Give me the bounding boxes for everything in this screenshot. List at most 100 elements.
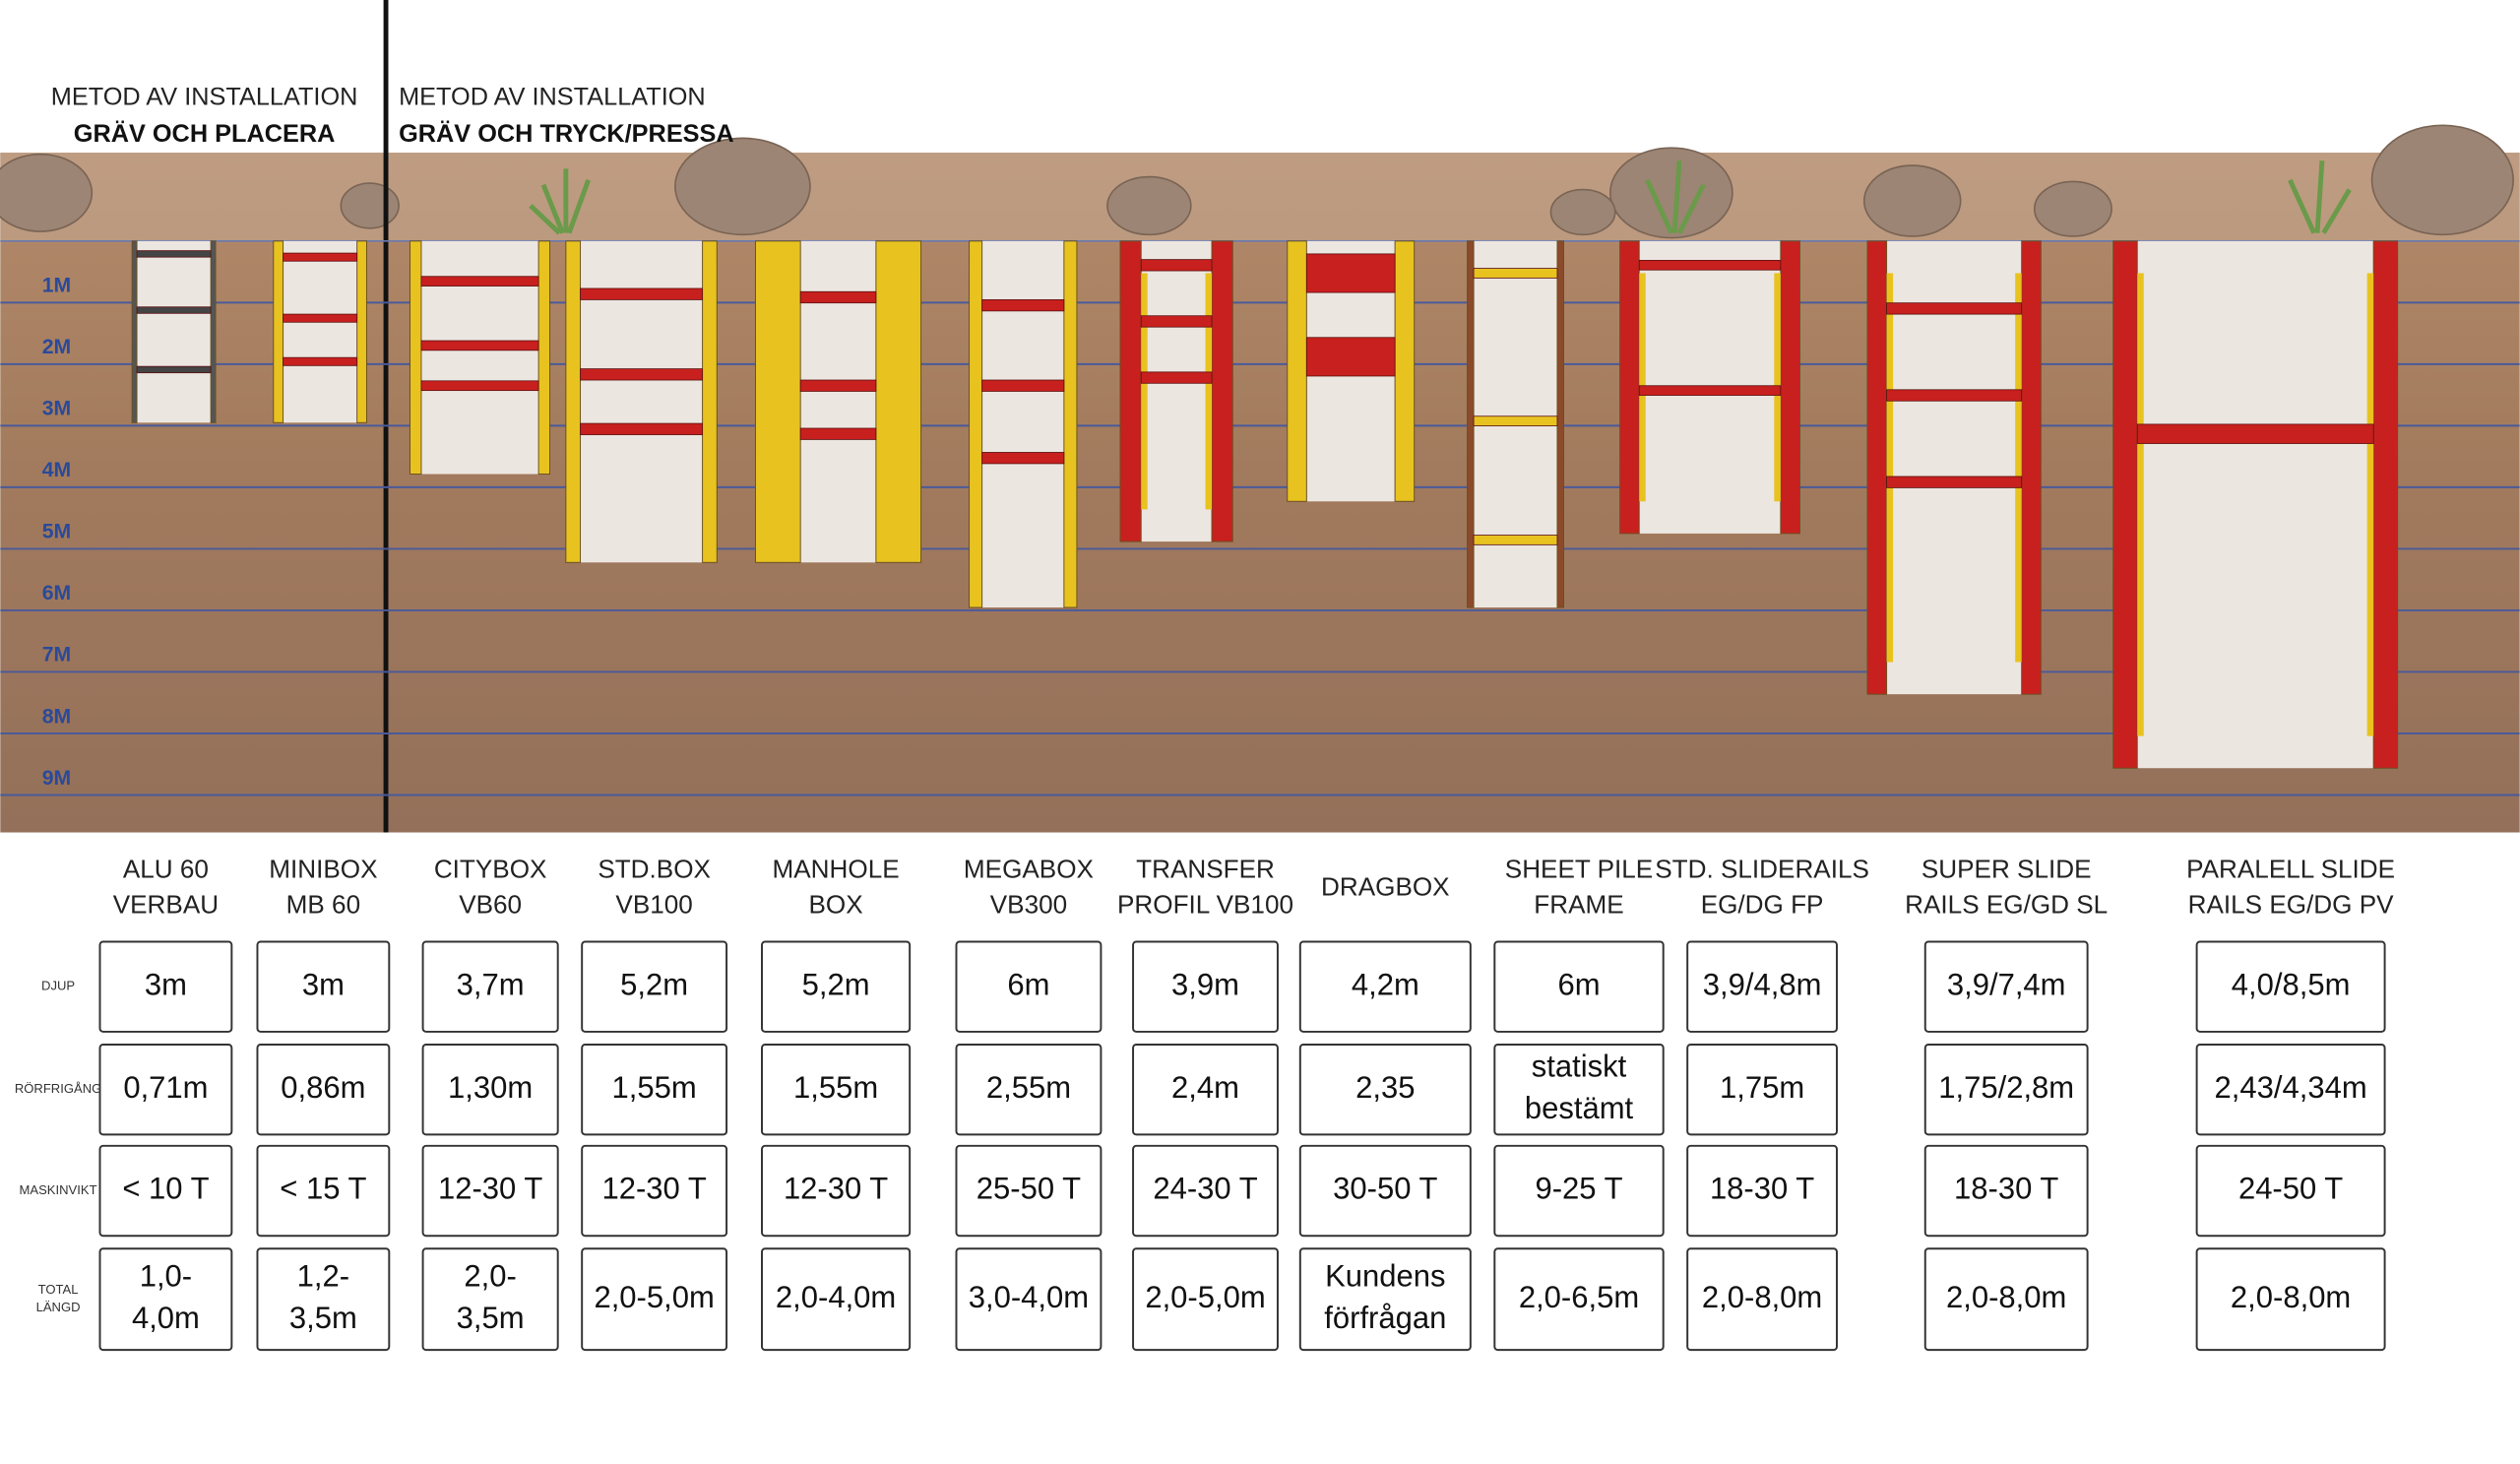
product-name: BOX: [809, 889, 863, 919]
spec-value: 1,75/2,8m: [1938, 1070, 2074, 1105]
frame-side: [210, 240, 217, 423]
spec-cell: [421, 1247, 559, 1352]
spec-cell: [1686, 1247, 1838, 1352]
frame-side: [754, 240, 801, 563]
strut: [136, 306, 212, 314]
spec-value: 12-30 T: [601, 1172, 706, 1206]
spec-cell: [2195, 1043, 2386, 1136]
spec-value: 2,55m: [986, 1070, 1071, 1105]
spec-value: 2,0-8,0m: [1946, 1280, 2066, 1314]
frame-side: [1063, 240, 1078, 608]
frame-side: [1287, 240, 1307, 502]
spec-value: 5,2m: [802, 967, 870, 1001]
strut: [420, 276, 539, 286]
product-name: DRAGBOX: [1321, 872, 1450, 902]
product-name: STD.BOX: [598, 855, 711, 884]
depth-label: 3M: [42, 398, 71, 420]
product-name: STD. SLIDERAILS: [1655, 855, 1869, 884]
spec-value: 24-50 T: [2238, 1172, 2343, 1206]
spec-value: < 10 T: [122, 1172, 209, 1206]
spec-value: 0,71m: [123, 1070, 208, 1105]
spec-cell: [98, 1247, 233, 1352]
product-name: PARALELL SLIDE: [2186, 855, 2395, 884]
frame-side: [1556, 240, 1564, 608]
strut: [1305, 337, 1396, 377]
product-name: RAILS EG/DG PV: [2188, 889, 2395, 919]
trench: [969, 240, 1077, 607]
strut: [420, 340, 539, 351]
spec-cell: [581, 1043, 728, 1136]
row-label: DJUP: [41, 979, 75, 993]
frame-side: [2112, 240, 2138, 769]
frame-side: [565, 240, 582, 563]
frame-side: [702, 240, 718, 563]
spec-value: 2,0-5,0m: [594, 1280, 714, 1314]
spec-cell: [1298, 1043, 1472, 1136]
spec-cell: [1686, 1144, 1838, 1238]
rail-inner: [1141, 273, 1148, 510]
spec-cell: [1493, 1043, 1665, 1136]
product-name: MINIBOX: [269, 855, 377, 884]
spec-value: 2,0-: [464, 1259, 516, 1294]
strut: [1305, 253, 1396, 293]
depth-label: 6M: [42, 582, 71, 605]
spec-value: < 15 T: [280, 1172, 366, 1206]
product-name: VB300: [990, 889, 1067, 919]
spec-cell: [1298, 1144, 1472, 1238]
frame-side: [1780, 240, 1800, 535]
strut: [1638, 385, 1782, 396]
product-name: CITYBOX: [434, 855, 547, 884]
spec-cell: [955, 1144, 1102, 1238]
row-label: TOTAL: [38, 1282, 79, 1297]
rail-inner: [2015, 273, 2022, 663]
product-name: VB60: [459, 889, 522, 919]
trench: [273, 240, 367, 423]
frame-side: [1211, 240, 1233, 542]
spec-cell: [1493, 1144, 1665, 1238]
frame-side: [273, 240, 284, 423]
spec-value: förfrågan: [1324, 1301, 1446, 1335]
spec-value: 0,86m: [281, 1070, 365, 1105]
depth-label: 8M: [42, 705, 71, 728]
depth-label: 7M: [42, 644, 71, 667]
depth-label: 4M: [42, 459, 71, 481]
spec-cell: [761, 1247, 912, 1352]
spec-value: 3,5m: [289, 1301, 357, 1335]
spec-value: 12-30 T: [784, 1172, 888, 1206]
spec-cell: [1493, 940, 1665, 1033]
spec-value: 30-50 T: [1333, 1172, 1437, 1206]
spec-value: 2,43/4,34m: [2215, 1070, 2367, 1105]
spec-cell: [98, 1043, 233, 1136]
spec-value: Kundens: [1325, 1259, 1445, 1294]
frame-side: [356, 240, 367, 423]
strut: [981, 299, 1065, 312]
spec-cell: [581, 1144, 728, 1238]
method-name: GRÄV OCH TRYCK/PRESSA: [399, 120, 734, 148]
spec-cell: [2195, 1247, 2386, 1352]
spec-cell: [1686, 940, 1838, 1033]
spec-value: 2,0-6,5m: [1519, 1280, 1639, 1314]
spec-value: 1,75m: [1720, 1070, 1804, 1105]
spec-value: 1,0-: [140, 1259, 192, 1294]
strut: [1638, 260, 1782, 271]
spec-cell: [256, 1043, 391, 1136]
frame-side: [410, 240, 422, 476]
rail-inner: [2137, 273, 2144, 736]
frame-side: [875, 240, 922, 563]
strut: [283, 313, 358, 323]
spec-cell: [1298, 1247, 1472, 1352]
strut: [1473, 535, 1558, 545]
frame-side: [1866, 240, 1888, 695]
spec-cell: [761, 940, 912, 1033]
spec-value: 3m: [302, 967, 345, 1001]
spec-cell: [1132, 940, 1279, 1033]
product-name: MB 60: [286, 889, 360, 919]
spec-cell: [98, 940, 233, 1033]
strut: [1886, 476, 2023, 488]
spec-value: 3,7m: [457, 967, 525, 1001]
trench: [1866, 240, 2042, 695]
spec-cell: [2195, 940, 2386, 1033]
product-name: TRANSFER: [1136, 855, 1275, 884]
spec-cell: [955, 940, 1102, 1033]
